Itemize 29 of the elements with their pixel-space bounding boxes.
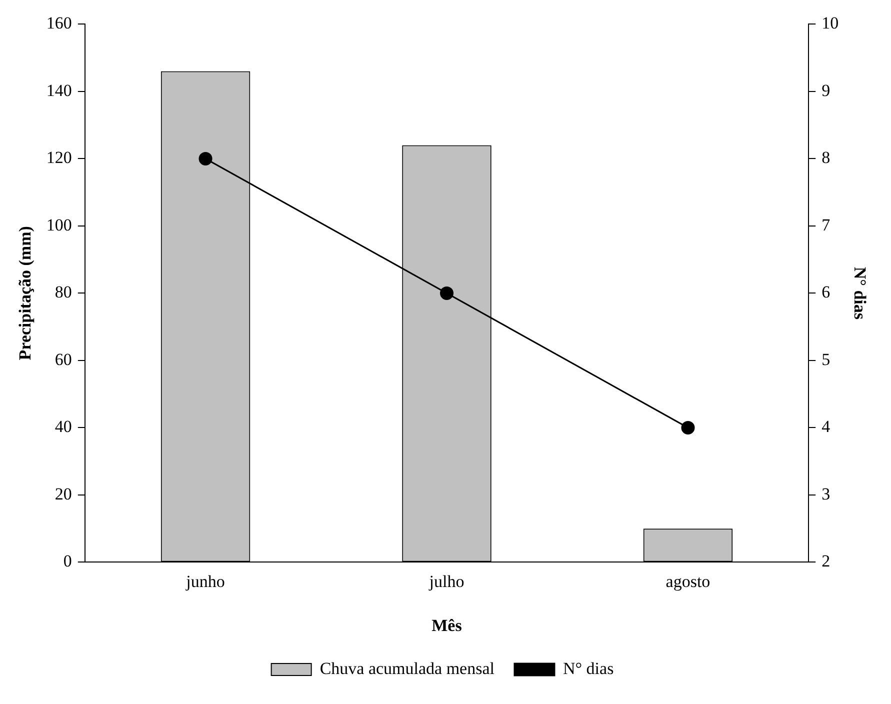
y2-tick-label: 2	[822, 552, 830, 571]
point	[440, 286, 454, 300]
y2-axis-title: N° dias	[850, 266, 870, 320]
y-tick-label: 100	[46, 215, 72, 234]
y2-tick-label: 6	[822, 282, 830, 302]
y-tick-label: 120	[46, 148, 72, 168]
y2-tick-label: 3	[822, 484, 830, 504]
y2-tick-label: 5	[822, 350, 830, 369]
legend-label: Chuva acumulada mensal	[320, 658, 495, 678]
point	[681, 420, 695, 434]
y-tick-label: 80	[54, 282, 72, 302]
y2-tick-label: 9	[822, 80, 830, 100]
y2-tick-label: 7	[822, 215, 831, 234]
point	[198, 152, 212, 166]
y-tick-label: 0	[63, 552, 72, 571]
y-axis-title: Precipitação (mm)	[16, 226, 35, 360]
y2-tick-label: 10	[822, 14, 839, 33]
y2-tick-label: 4	[822, 417, 831, 436]
y-tick-label: 160	[46, 14, 72, 33]
x-tick-label: agosto	[666, 572, 710, 591]
y-tick-label: 20	[54, 484, 72, 504]
y-tick-label: 40	[54, 417, 72, 436]
y2-tick-label: 8	[822, 148, 830, 168]
x-tick-label: julho	[428, 572, 464, 591]
x-axis-title: Mês	[432, 616, 462, 636]
y-tick-label: 60	[54, 350, 72, 369]
x-tick-label: junho	[185, 572, 225, 591]
y-tick-label: 140	[46, 80, 72, 100]
legend-label: N° dias	[562, 658, 614, 678]
